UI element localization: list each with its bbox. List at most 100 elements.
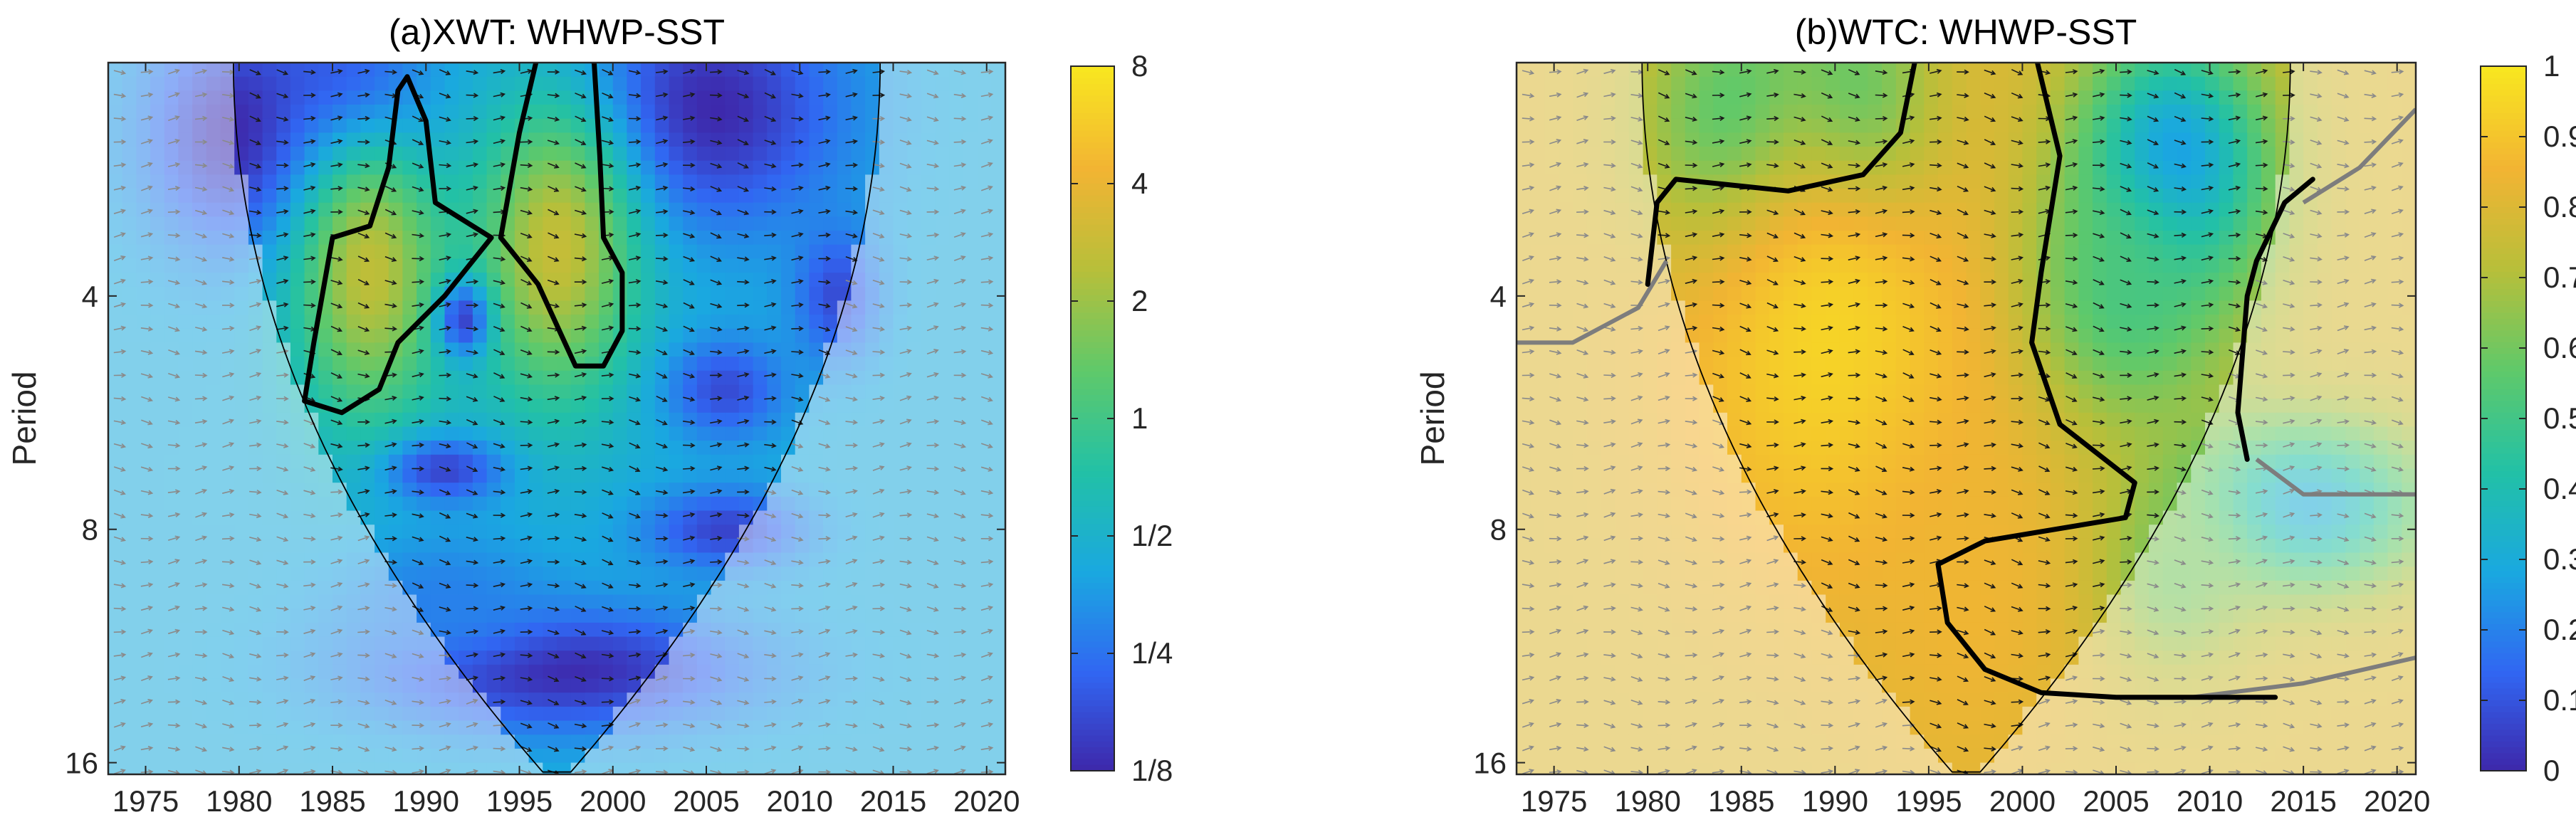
panel-a-phase-arrow: [683, 606, 696, 611]
panel-a-heatmap-cell: [108, 132, 123, 147]
panel-a-heatmap-cell: [234, 748, 249, 764]
panel-a-heatmap-cell: [501, 315, 515, 330]
panel-a-colorbar-segment: [1071, 612, 1114, 619]
panel-a-heatmap-cell: [865, 357, 880, 372]
panel-a-heatmap-cell: [262, 258, 278, 273]
panel-a-heatmap-cell: [360, 412, 375, 428]
panel-a-phase-arrow: [439, 256, 451, 261]
panel-a-phase-arrow: [764, 372, 777, 378]
panel-b-heatmap-cell: [1615, 510, 1630, 525]
panel-b-heatmap-cell: [1559, 678, 1574, 694]
panel-a-phase-arrow: [683, 443, 696, 448]
panel-a-heatmap-cell: [164, 706, 179, 722]
panel-a-heatmap-cell: [472, 300, 488, 315]
panel-a-heatmap-cell: [921, 748, 936, 764]
panel-a-phase-arrow: [140, 256, 154, 261]
panel-a-heatmap-cell: [585, 441, 600, 455]
panel-a-heatmap-cell: [164, 748, 179, 764]
panel-a-heatmap-cell: [725, 399, 740, 414]
panel-b-heatmap-cell: [1601, 357, 1616, 372]
panel-b-heatmap-cell: [1657, 118, 1672, 134]
panel-a-phase-arrow: [899, 162, 912, 169]
panel-a-heatmap-cell: [248, 692, 263, 707]
panel-a-phase-arrow: [276, 583, 289, 589]
panel-a-heatmap-cell: [837, 594, 852, 609]
panel-a-heatmap-cell: [333, 650, 347, 665]
panel-a-heatmap-cell: [108, 552, 123, 567]
panel-b-heatmap-cell: [1643, 636, 1658, 652]
panel-a-heatmap-cell: [108, 748, 123, 764]
panel-a-heatmap-cell: [543, 692, 557, 707]
panel-a-heatmap-cell: [696, 720, 712, 736]
panel-a-heatmap-cell: [108, 650, 123, 665]
panel-a-heatmap-cell: [921, 734, 936, 749]
panel-a-heatmap-cell: [206, 734, 221, 749]
panel-a-heatmap-cell: [963, 258, 978, 273]
panel-a-phase-arrow: [818, 769, 832, 774]
panel-a-heatmap-cell: [641, 357, 656, 372]
panel-a-heatmap-cell: [276, 147, 291, 162]
panel-b-heatmap-cell: [1601, 105, 1616, 120]
panel-a-heatmap-cell: [360, 105, 375, 120]
panel-a-heatmap-cell: [486, 692, 502, 707]
panel-a-colorbar-segment: [1071, 659, 1114, 666]
panel-a-heatmap-cell: [907, 300, 922, 315]
panel-a-heatmap-cell: [430, 748, 446, 764]
panel-a-phase-arrow: [167, 652, 181, 658]
panel-a-phase-arrow: [466, 70, 479, 75]
panel-a-phase-arrow: [412, 466, 425, 472]
panel-a-heatmap-cell: [837, 692, 852, 707]
panel-a-phase-arrow: [845, 675, 859, 681]
panel-a-heatmap-cell: [809, 720, 824, 736]
panel-a-heatmap-cell: [514, 286, 530, 302]
panel-a-phase-arrow: [222, 606, 235, 612]
panel-a-heatmap-cell: [696, 622, 712, 638]
panel-b-heatmap-cell: [1601, 399, 1616, 414]
panel-a-heatmap-cell: [696, 594, 712, 609]
panel-a-phase-arrow: [194, 418, 208, 424]
panel-b-heatmap-cell: [1601, 496, 1616, 512]
panel-a-heatmap-cell: [767, 552, 782, 567]
panel-a-heatmap-cell: [318, 412, 333, 428]
panel-a-heatmap-cell: [557, 160, 572, 176]
panel-a-phase-arrow: [249, 559, 262, 565]
panel-b-heatmap-cell: [1628, 594, 1644, 609]
panel-a-heatmap-cell: [753, 90, 768, 105]
panel-a-heatmap-cell: [234, 538, 249, 554]
panel-a-heatmap-cell: [333, 118, 347, 134]
panel-a-phase-arrow: [520, 676, 533, 682]
panel-a-phase-arrow: [737, 769, 750, 774]
panel-b-heatmap-cell: [1530, 315, 1546, 330]
panel-b-heatmap-cell: [1615, 762, 1630, 774]
panel-a-heatmap-cell: [318, 328, 333, 344]
panel-a-heatmap-cell: [865, 734, 880, 749]
panel-a-heatmap-cell: [430, 650, 446, 665]
panel-a-heatmap-cell: [795, 412, 810, 428]
panel-a-heatmap-cell: [669, 286, 684, 302]
panel-a-phase-arrow: [791, 396, 804, 402]
panel-a-heatmap-cell: [444, 678, 459, 694]
panel-a-heatmap-cell: [570, 231, 586, 246]
panel-a-heatmap-cell: [907, 678, 922, 694]
panel-a-phase-arrow: [276, 443, 289, 448]
panel-a-phase-arrow: [113, 489, 126, 495]
panel-a-heatmap-cell: [612, 664, 628, 680]
panel-a-heatmap-cell: [599, 734, 614, 749]
panel-a-heatmap-cell: [893, 441, 908, 455]
panel-a-heatmap-cell: [654, 678, 670, 694]
panel-b-heatmap-cell: [1572, 147, 1588, 162]
panel-a-heatmap-cell: [669, 189, 684, 204]
panel-a-phase-arrow: [384, 302, 397, 309]
panel-a-heatmap-cell: [879, 370, 894, 386]
panel-a-phase-arrow: [764, 209, 777, 215]
panel-b-heatmap-cell: [1517, 370, 1532, 386]
panel-a-heatmap-cell: [360, 454, 375, 470]
panel-a-colorbar-segment: [1071, 83, 1114, 90]
panel-a-heatmap-cell: [851, 328, 866, 344]
panel-a-heatmap-cell: [949, 650, 964, 665]
panel-a-heatmap-cell: [949, 454, 964, 470]
panel-a-heatmap-cell: [781, 384, 796, 399]
panel-a-phase-arrow: [683, 582, 696, 588]
panel-b-heatmap-cell: [1586, 357, 1602, 372]
panel-a-xtick-label: 2010: [767, 784, 833, 818]
